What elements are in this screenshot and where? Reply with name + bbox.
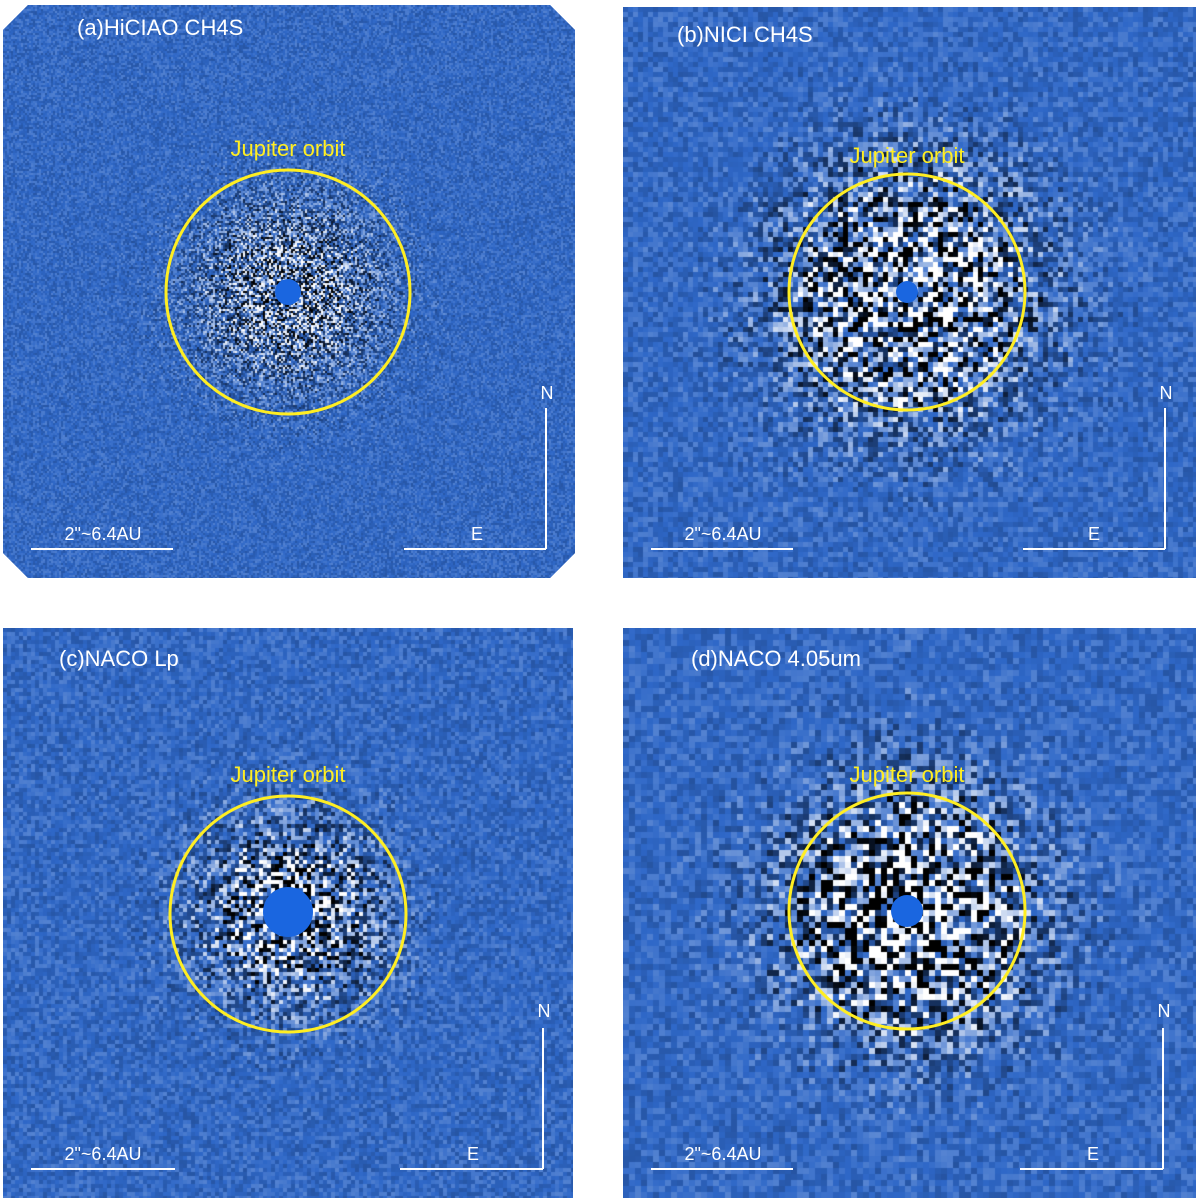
north-label: N — [1157, 1001, 1171, 1021]
north-label: N — [1159, 383, 1173, 403]
panel-title: (d)NACO 4.05um — [691, 646, 861, 671]
scale-label: 2"~6.4AU — [684, 1144, 762, 1164]
east-label: E — [1086, 1144, 1100, 1164]
scale-label: 2"~6.4AU — [684, 524, 762, 544]
orbit-label: Jupiter orbit — [230, 762, 346, 787]
panel-overlay — [31, 794, 544, 1170]
image-panel-nici: (b)NICI CH4S Jupiter orbit 2"~6.4AU E N — [623, 7, 1196, 578]
north-label: N — [537, 1001, 551, 1021]
scale-label: 2"~6.4AU — [64, 1144, 142, 1164]
jupiter-orbit-circle — [168, 794, 408, 1034]
panel-title: (a)HiCIAO CH4S — [77, 15, 244, 40]
panel-title: (b)NICI CH4S — [677, 22, 813, 47]
coronagraph-mask — [896, 281, 918, 303]
east-label: E — [466, 1144, 480, 1164]
orbit-label: Jupiter orbit — [230, 136, 346, 161]
panel-overlay — [651, 791, 1164, 1170]
coronagraph-mask — [275, 279, 301, 305]
east-label: E — [470, 524, 484, 544]
jupiter-orbit-circle — [164, 168, 412, 416]
orbit-label: Jupiter orbit — [849, 762, 965, 787]
east-label: E — [1087, 524, 1101, 544]
jupiter-orbit-circle — [787, 791, 1027, 1031]
coronagraph-mask — [891, 895, 923, 927]
panel-title: (c)NACO Lp — [59, 646, 179, 671]
orbit-label: Jupiter orbit — [849, 143, 965, 168]
coronagraph-mask — [263, 887, 313, 937]
image-panel-naco-lp: (c)NACO Lp Jupiter orbit 2"~6.4AU E N — [3, 628, 573, 1198]
jupiter-orbit-circle — [787, 172, 1027, 412]
image-panel-hiciao: (a)HiCIAO CH4S Jupiter orbit 2"~6.4AU E … — [3, 5, 575, 578]
panel-overlay — [651, 172, 1166, 550]
scale-label: 2"~6.4AU — [64, 524, 142, 544]
image-panel-naco-405: (d)NACO 4.05um Jupiter orbit 2"~6.4AU E … — [623, 628, 1196, 1198]
panel-overlay — [31, 168, 547, 550]
north-label: N — [540, 383, 554, 403]
